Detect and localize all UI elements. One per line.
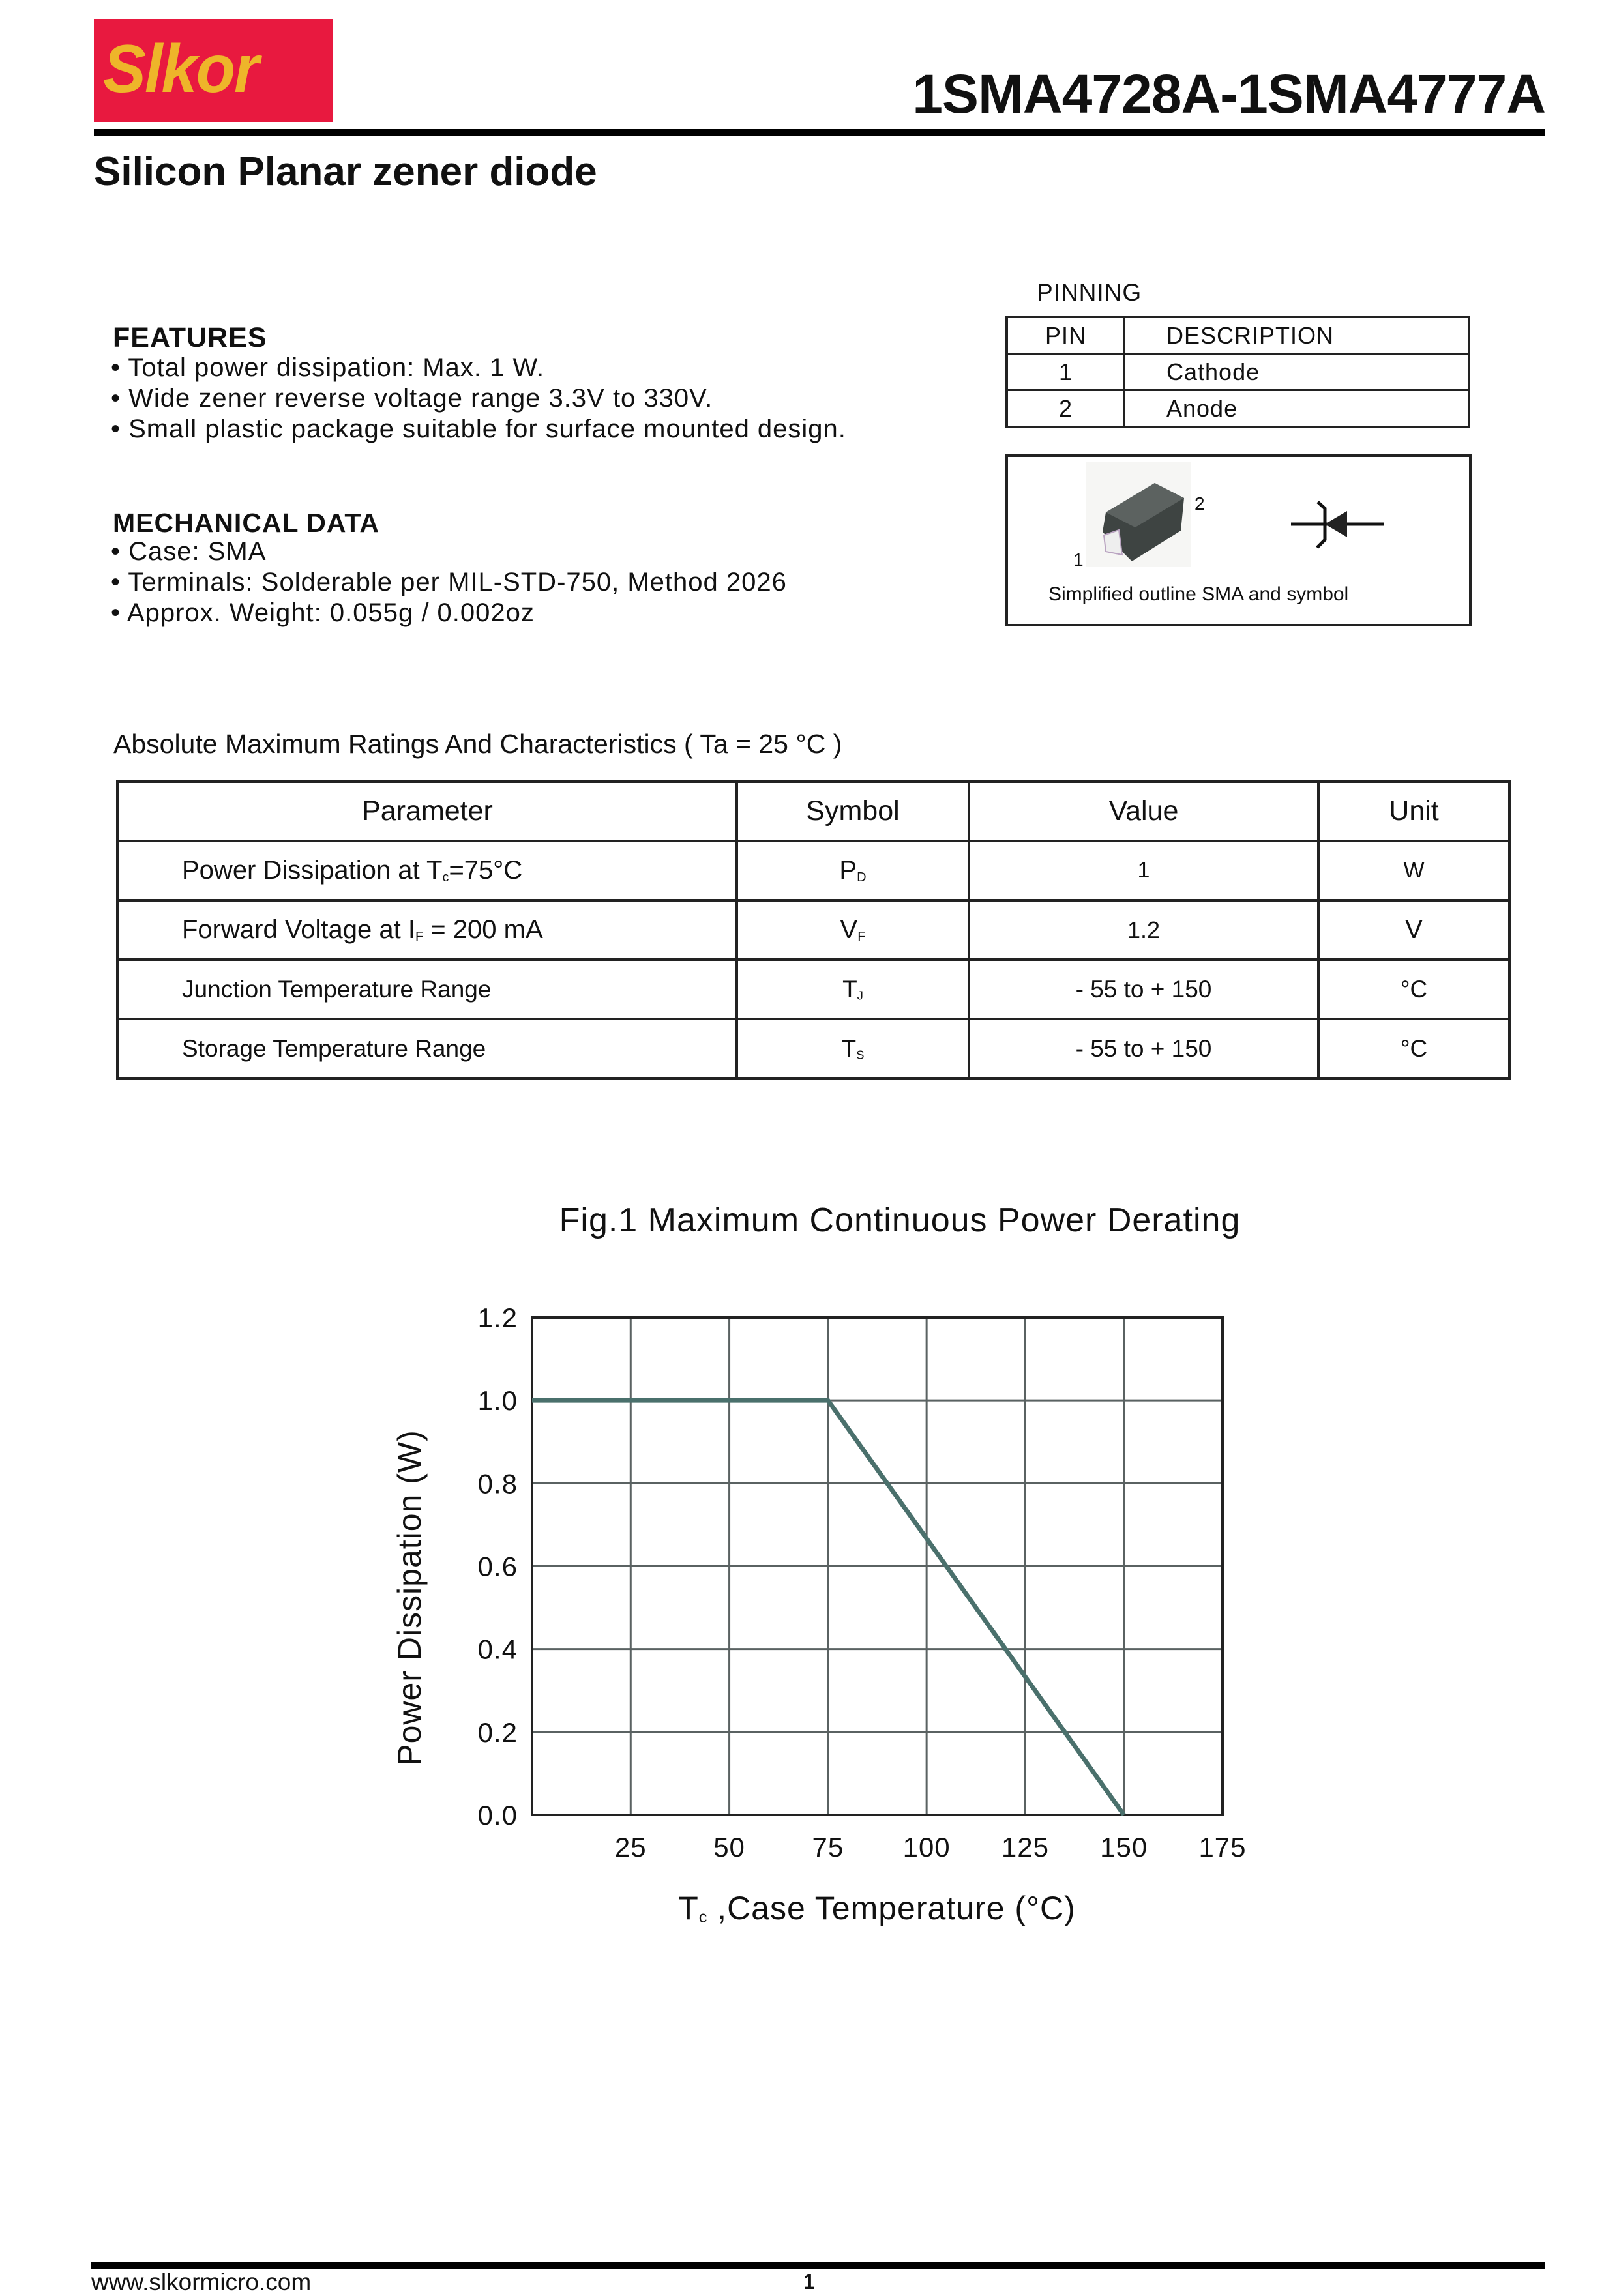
logo-text: Slkor [103, 31, 260, 107]
ratings-title: Absolute Maximum Ratings And Characteris… [113, 729, 842, 759]
y-tick-label: 1.0 [478, 1385, 518, 1416]
value-cell: - 55 to + 150 [968, 958, 1320, 1020]
ratings-table: Parameter Symbol Value Unit Power Dissip… [116, 780, 1511, 1080]
feature-item: • Wide zener reverse voltage range 3.3V … [111, 384, 713, 413]
unit-cell: V [1317, 899, 1511, 961]
symbol-cell: PD [735, 840, 970, 902]
unit-cell: °C [1317, 1018, 1511, 1080]
parameter-subscript: c [442, 870, 449, 885]
pinning-table: PIN DESCRIPTION 1 Cathode 2 Anode [1005, 316, 1470, 428]
table-row: 1 Cathode [1005, 353, 1470, 391]
document-subtitle: Silicon Planar zener diode [94, 149, 597, 194]
table-row: 2 Anode [1005, 389, 1470, 428]
y-tick-label: 0.6 [478, 1552, 518, 1582]
pin-number: 2 [1005, 389, 1125, 428]
footer-divider [91, 2262, 1545, 2269]
page-number: 1 [803, 2270, 815, 2293]
symbol-cell: VF [735, 899, 970, 961]
y-tick-label: 0.0 [478, 1800, 518, 1831]
table-row: Junction Temperature Range TJ - 55 to + … [116, 958, 1511, 1020]
value-cell: 1 [968, 840, 1320, 902]
table-row: Storage Temperature Range TS - 55 to + 1… [116, 1018, 1511, 1080]
y-tick-label: 1.2 [478, 1303, 518, 1333]
zener-diode-symbol-icon [1291, 501, 1384, 549]
x-axis-label-symbol: T [678, 1890, 699, 1926]
header-cell: PIN [1005, 316, 1125, 355]
slkor-logo: Slkor [94, 19, 333, 122]
mechanical-item: • Terminals: Solderable per MIL-STD-750,… [111, 568, 787, 596]
footer-website-link[interactable]: www.slkormicro.com [91, 2269, 312, 2295]
pin-description: Anode [1123, 389, 1470, 428]
sma-package-image [1086, 462, 1191, 567]
value-cell: - 55 to + 150 [968, 1018, 1320, 1080]
x-tick-label: 150 [1100, 1832, 1148, 1862]
symbol-text: T [841, 1035, 857, 1062]
pin-number: 1 [1005, 353, 1125, 391]
parameter-cell: Junction Temperature Range [116, 958, 738, 1020]
y-tick-label: 0.4 [478, 1634, 518, 1665]
symbol-text: T [842, 975, 857, 1003]
power-derating-chart: 25 50 75 100 125 150 175 0.0 0.2 0.4 0.6 0.8 1.0 1.2 [478, 1303, 1246, 1862]
x-tick-label: 125 [1001, 1832, 1049, 1862]
table-header-row: Parameter Symbol Value Unit [116, 780, 1511, 842]
x-axis-label-text: ,Case Temperature (°C) [707, 1890, 1076, 1926]
symbol-subscript: F [857, 930, 866, 944]
x-tick-label: 50 [713, 1832, 745, 1862]
header-cell: DESCRIPTION [1123, 316, 1470, 355]
parameter-cell: Power Dissipation at Tc=75°C [116, 840, 738, 902]
y-tick-label: 0.2 [478, 1717, 518, 1748]
symbol-subscript: S [856, 1048, 865, 1062]
symbol-subscript: D [857, 870, 867, 885]
x-axis-label-subscript: c [698, 1908, 708, 1926]
unit-cell: W [1317, 840, 1511, 902]
symbol-cell: TJ [735, 958, 970, 1020]
parameter-text-tail: = 200 mA [423, 915, 543, 944]
pin-1-label: 1 [1073, 550, 1084, 570]
unit-cell: °C [1317, 958, 1511, 1020]
parameter-text: Forward Voltage at I [182, 915, 415, 944]
header-parameter: Parameter [116, 780, 738, 842]
header-symbol: Symbol [735, 780, 970, 842]
x-tick-label: 100 [903, 1832, 951, 1862]
parameter-text: Power Dissipation at T [182, 856, 443, 885]
parameter-cell: Storage Temperature Range [116, 1018, 738, 1080]
parameter-cell: Forward Voltage at IF = 200 mA [116, 899, 738, 961]
mechanical-item: • Approx. Weight: 0.055g / 0.002oz [111, 598, 535, 627]
features-heading: FEATURES [113, 322, 267, 353]
x-axis-label: Tc ,Case Temperature (°C) [678, 1889, 1076, 1927]
chart-title: Fig.1 Maximum Continuous Power Derating [559, 1201, 1241, 1239]
table-header-row: PIN DESCRIPTION [1005, 316, 1470, 355]
feature-item: • Small plastic package suitable for sur… [111, 415, 846, 443]
header-divider [94, 129, 1545, 136]
pin-description: Cathode [1123, 353, 1470, 391]
symbol-cell: TS [735, 1018, 970, 1080]
header-value: Value [968, 780, 1320, 842]
pinning-heading: PINNING [1037, 279, 1142, 306]
part-number-title: 1SMA4728A-1SMA4777A [912, 63, 1546, 125]
y-tick-label: 0.8 [478, 1468, 518, 1499]
plot-frame [531, 1316, 1224, 1816]
symbol-text: V [840, 915, 858, 944]
symbol-subscript: J [857, 988, 863, 1003]
header-unit: Unit [1317, 780, 1511, 842]
derating-line [532, 1398, 1126, 1817]
table-row: Power Dissipation at Tc=75°C PD 1 W [116, 840, 1511, 902]
package-caption: Simplified outline SMA and symbol [1048, 583, 1349, 605]
package-outline-box: 1 2 Simplified outline SMA and symbol [1005, 454, 1472, 626]
parameter-text-tail: =75°C [449, 856, 523, 885]
parameter-subscript: F [415, 930, 424, 944]
x-tick-label: 75 [812, 1832, 844, 1862]
symbol-text: P [839, 856, 857, 885]
table-row: Forward Voltage at IF = 200 mA VF 1.2 V [116, 899, 1511, 961]
mechanical-heading: MECHANICAL DATA [113, 508, 380, 538]
mechanical-item: • Case: SMA [111, 537, 267, 566]
value-cell: 1.2 [968, 899, 1320, 961]
x-tick-label: 175 [1198, 1832, 1246, 1862]
feature-item: • Total power dissipation: Max. 1 W. [111, 353, 545, 382]
x-tick-label: 25 [615, 1832, 647, 1862]
y-axis-label: Power Dissipation (W) [391, 1430, 428, 1766]
pin-2-label: 2 [1194, 493, 1205, 514]
